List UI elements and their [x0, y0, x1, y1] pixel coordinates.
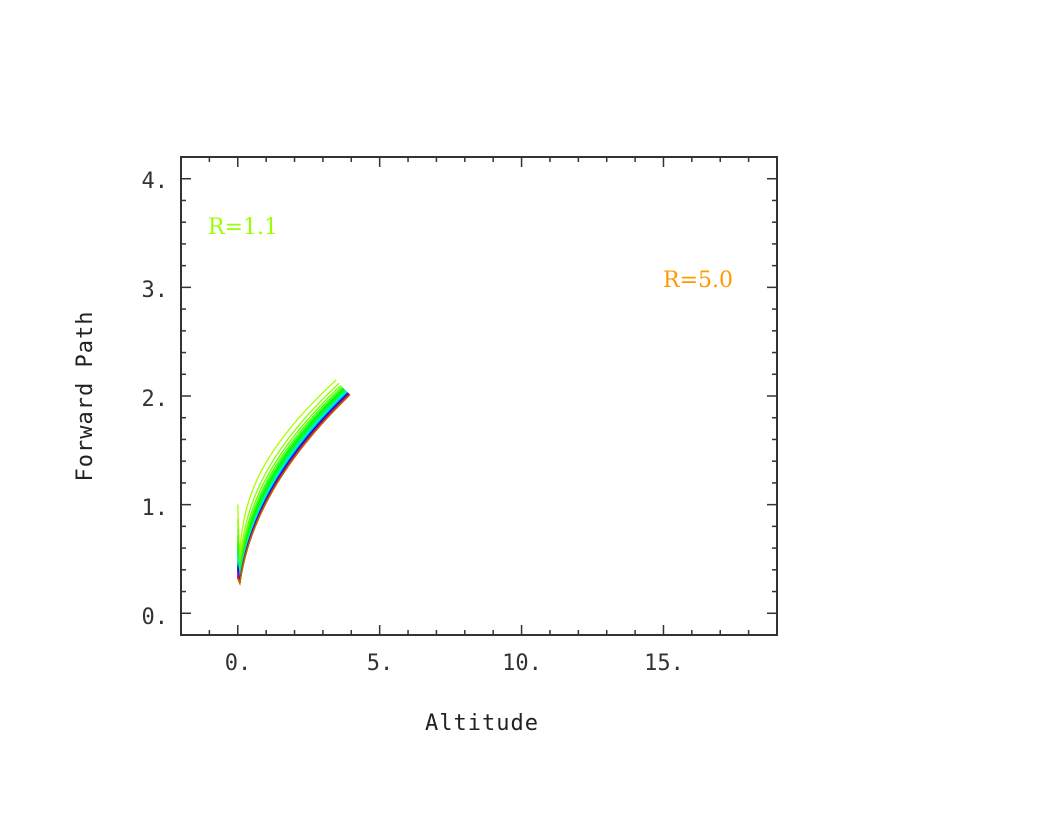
curve-r-5-0 [237, 394, 351, 586]
y-tick-label-2: 2. [142, 387, 169, 412]
y-axis-title: Forward Path [73, 311, 98, 482]
curve-r-3-3 [237, 393, 350, 583]
curve-r-4-2 [237, 393, 351, 584]
curve-r-3-6 [237, 393, 350, 584]
curve-family [237, 379, 351, 586]
curve-r-3-8 [237, 393, 350, 584]
y-axis: 0. 1. 2. 3. 4. Forward Path [73, 169, 168, 630]
x-tick-label-1: 5. [367, 651, 394, 676]
curve-r-1-3 [237, 384, 342, 572]
curve-r-2-9 [237, 392, 349, 583]
curve-r-2-8 [237, 392, 349, 583]
curve-r-4-3 [237, 393, 351, 584]
curve-r-3-5 [237, 393, 350, 584]
curve-r-4-5 [237, 394, 351, 584]
curve-r-3-7 [237, 393, 350, 584]
y-tick-label-0: 0. [142, 605, 169, 630]
curve-r-3-4 [237, 393, 350, 583]
curve-r-4-0 [237, 393, 350, 584]
x-axis: 0. 5. 10. 15. Altitude [225, 651, 684, 736]
annotation-r-min: R=1.1 [208, 215, 278, 240]
curve-r-3-9 [237, 393, 350, 584]
y-tick-label-3: 3. [142, 278, 169, 303]
curve-r-4-1 [237, 393, 350, 584]
major-ticks [181, 157, 777, 635]
curve-r-1-7 [237, 388, 346, 581]
plot-area [180, 156, 778, 636]
curve-r-1-1 [237, 379, 337, 557]
curve-r-3-2 [237, 393, 350, 583]
curve-r-1-2 [237, 382, 340, 569]
x-tick-label-0: 0. [225, 651, 252, 676]
x-axis-title: Altitude [425, 711, 539, 736]
curve-r-2-7 [237, 392, 349, 583]
curve-r-1-5 [237, 387, 344, 580]
x-tick-label-3: 15. [644, 651, 684, 676]
annotation-r-max: R=5.0 [663, 268, 733, 293]
curve-r-3-0 [237, 392, 349, 583]
curve-r-4-4 [237, 394, 351, 584]
y-tick-label-1: 1. [142, 496, 169, 521]
y-tick-label-4: 4. [142, 169, 169, 194]
curve-r-1-4 [237, 386, 343, 579]
minor-ticks [180, 156, 778, 636]
curve-r-4-6 [237, 394, 351, 584]
curve-r-1-6 [237, 388, 345, 580]
x-tick-label-2: 10. [502, 651, 542, 676]
curve-r-3-1 [237, 392, 350, 583]
